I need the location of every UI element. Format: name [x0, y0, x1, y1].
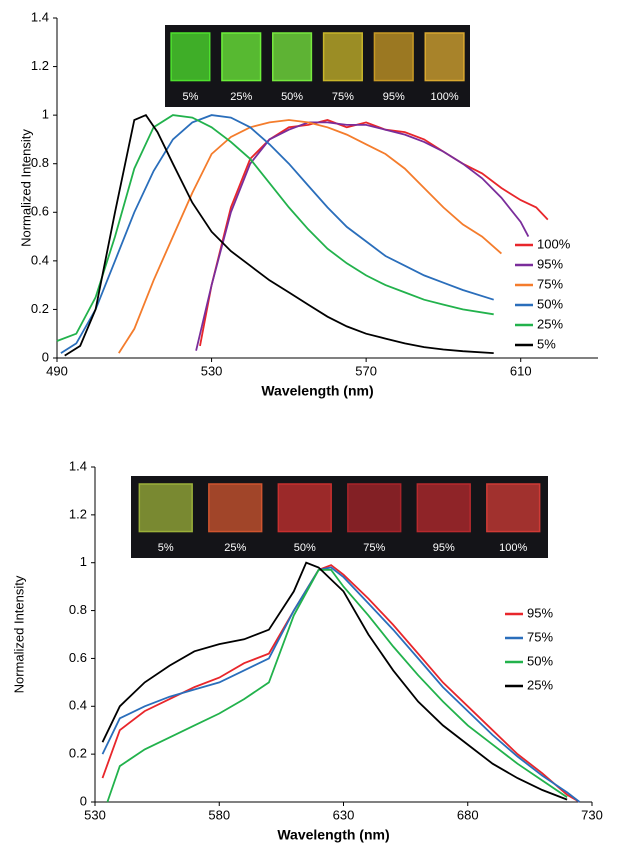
- sample-square: [208, 483, 263, 533]
- y-tick-label: 0.2: [69, 746, 87, 761]
- y-tick-label: 0.8: [31, 155, 49, 170]
- series-line: [101, 566, 581, 803]
- sample-square: [486, 483, 541, 533]
- y-axis-title: Normalized Intensity: [11, 575, 26, 693]
- inset-label: 25%: [224, 542, 246, 554]
- legend-label: 100%: [537, 236, 571, 251]
- legend-label: 5%: [537, 336, 556, 351]
- sample-square: [322, 32, 363, 82]
- legend-label: 75%: [537, 276, 563, 291]
- y-tick-label: 1: [80, 554, 87, 569]
- series-line: [118, 119, 502, 354]
- series-line: [199, 119, 549, 347]
- x-tick-label: 680: [457, 807, 479, 822]
- sample-square: [138, 483, 193, 533]
- sample-square: [416, 483, 471, 533]
- inset-label: 100%: [499, 542, 527, 554]
- x-tick-label: 530: [201, 363, 223, 378]
- series-line: [106, 569, 568, 803]
- sample-square: [221, 32, 262, 82]
- legend-label: 50%: [527, 653, 553, 668]
- inset-label: 95%: [433, 542, 455, 554]
- inset-label: 50%: [281, 91, 303, 103]
- series-line: [101, 561, 568, 801]
- sample-square: [272, 32, 313, 82]
- series-line: [195, 121, 530, 351]
- y-tick-label: 0.2: [31, 301, 49, 316]
- y-tick-label: 0.8: [69, 602, 87, 617]
- y-tick-label: 0.6: [69, 650, 87, 665]
- x-tick-label: 490: [46, 363, 68, 378]
- y-tick-label: 0: [80, 793, 87, 808]
- x-tick-label: 730: [581, 807, 603, 822]
- inset-label: 5%: [182, 91, 198, 103]
- y-tick-label: 1.4: [31, 9, 49, 24]
- photo-inset: [131, 476, 548, 558]
- x-axis-title: Wavelength (nm): [261, 383, 373, 399]
- series-line: [101, 564, 581, 803]
- x-axis-title: Wavelength (nm): [277, 827, 389, 843]
- y-tick-label: 1: [42, 107, 49, 122]
- legend-label: 25%: [527, 677, 553, 692]
- y-axis-title: Normalized Intensity: [18, 129, 33, 247]
- y-tick-label: 1.2: [31, 58, 49, 73]
- y-tick-label: 0: [42, 349, 49, 364]
- series-line: [60, 114, 494, 354]
- legend-label: 95%: [527, 605, 553, 620]
- x-tick-label: 570: [355, 363, 377, 378]
- sample-square: [424, 32, 465, 82]
- sample-square: [277, 483, 332, 533]
- photo-inset: [165, 25, 470, 107]
- inset-label: 5%: [158, 542, 174, 554]
- legend-label: 95%: [537, 256, 563, 271]
- legend-label: 75%: [527, 629, 553, 644]
- inset-label: 95%: [383, 91, 405, 103]
- sample-square: [170, 32, 211, 82]
- inset-label: 50%: [294, 542, 316, 554]
- sample-square: [373, 32, 414, 82]
- y-tick-label: 0.6: [31, 204, 49, 219]
- legend-label: 25%: [537, 316, 563, 331]
- inset-label: 75%: [363, 542, 385, 554]
- y-tick-label: 1.4: [69, 458, 87, 473]
- y-tick-label: 0.4: [31, 252, 49, 267]
- inset-label: 100%: [431, 91, 459, 103]
- x-tick-label: 630: [333, 807, 355, 822]
- x-tick-label: 530: [84, 807, 106, 822]
- inset-label: 75%: [332, 91, 354, 103]
- legend-label: 50%: [537, 296, 563, 311]
- x-tick-label: 610: [510, 363, 532, 378]
- y-tick-label: 1.2: [69, 506, 87, 521]
- series-line: [56, 114, 494, 342]
- sample-square: [347, 483, 402, 533]
- y-tick-label: 0.4: [69, 698, 87, 713]
- x-tick-label: 580: [208, 807, 230, 822]
- inset-label: 25%: [230, 91, 252, 103]
- series-line: [64, 113, 494, 357]
